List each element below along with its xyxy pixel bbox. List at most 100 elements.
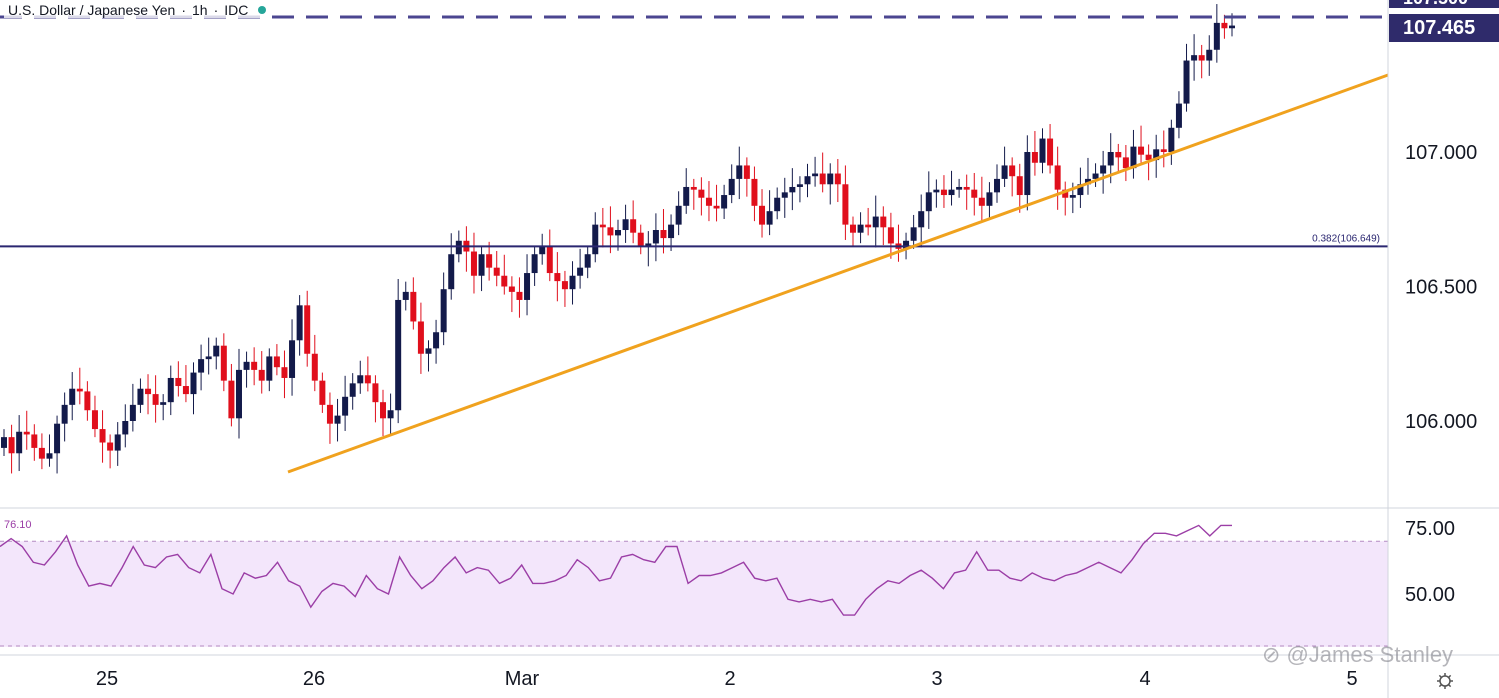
market-status-dot-icon[interactable] [258,6,267,14]
candle-body [796,184,803,187]
gear-tooth [1448,674,1452,678]
candle [69,372,76,421]
candle-body [592,224,599,255]
candle [243,351,250,388]
candle [440,272,447,346]
candle [683,168,690,214]
candle [751,166,758,222]
candle [349,373,356,410]
candle [258,351,265,394]
candle-body [281,367,288,378]
candle-body [933,189,940,193]
candle [675,191,682,236]
legend-separator: · [181,2,187,18]
candle-body [1031,152,1038,163]
candle [357,360,364,394]
rsi-range-band [0,541,1388,647]
candle-body [743,165,750,179]
candle [774,187,781,220]
candle-body [948,189,955,196]
candle-body [1145,154,1152,161]
candle [281,350,288,399]
settings-gear-icon[interactable] [1437,673,1453,689]
candle-body [342,396,349,416]
time-tick-label: 5 [1346,668,1357,690]
candle [721,184,728,219]
candle-body [1229,25,1235,29]
candle-body [1009,165,1016,177]
price-pane[interactable]: 0.382(106.649) [0,4,1389,474]
candle [205,337,212,375]
candle [190,362,197,415]
candle [569,261,576,305]
candle [986,182,993,219]
candle-body [721,195,728,209]
candle [713,184,720,222]
candle-body [1062,189,1069,198]
upper-price-tag: 107.500 [1389,0,1499,8]
candle-body [546,246,553,274]
candle-body [918,211,925,228]
candle [1100,150,1107,194]
candle [334,398,341,442]
candle-body [402,291,409,300]
candle-body [994,178,1001,193]
candle [857,212,864,244]
candle [1160,130,1167,168]
candle [235,348,242,439]
candle-body [652,230,659,244]
candle-body [114,434,121,451]
candle-body [1198,55,1205,61]
candle-body [978,197,985,206]
candle [698,177,705,216]
candle-body [251,361,258,370]
candle-body [630,219,637,233]
candle-body [1107,152,1114,166]
candle-body [887,227,894,244]
candle [1138,125,1145,163]
candle-body [319,380,326,405]
candle [213,337,220,370]
fib-level-label: 0.382(106.649) [1312,233,1380,244]
candle [994,164,1001,203]
candle-body [660,230,667,239]
candle [364,356,371,392]
candle [561,270,568,307]
candle [129,383,136,432]
candle [1001,146,1008,187]
candle [122,404,129,448]
candle-body [645,243,652,247]
candle-body [1084,178,1091,185]
candle [645,231,652,267]
gear-ring [1439,675,1451,687]
candle-body [751,178,758,206]
candle [38,433,45,470]
candle-body [501,275,508,287]
trendline [287,73,1389,474]
candle-body [675,205,682,225]
candle [319,372,326,413]
candle [311,334,318,392]
candle [819,152,826,193]
candle-body [554,273,561,282]
candle [1,429,7,456]
candle-body [334,415,341,424]
gear-tooth [1438,674,1442,678]
candle-body [804,176,811,185]
candle-body [175,377,182,387]
candle [1031,131,1038,176]
candle [622,204,629,243]
candle [546,229,553,282]
candle-body [698,189,705,198]
rsi-pane[interactable]: 76.10 [0,519,1232,616]
candle [1062,181,1069,216]
candle [599,207,606,248]
candle [895,224,902,262]
candle [23,410,30,450]
candle [1122,145,1129,182]
candle [326,392,333,444]
chart-legend[interactable]: U.S. Dollar / Japanese Yen · 1h · IDC [4,2,271,18]
candle [107,434,114,469]
candle [54,415,61,474]
